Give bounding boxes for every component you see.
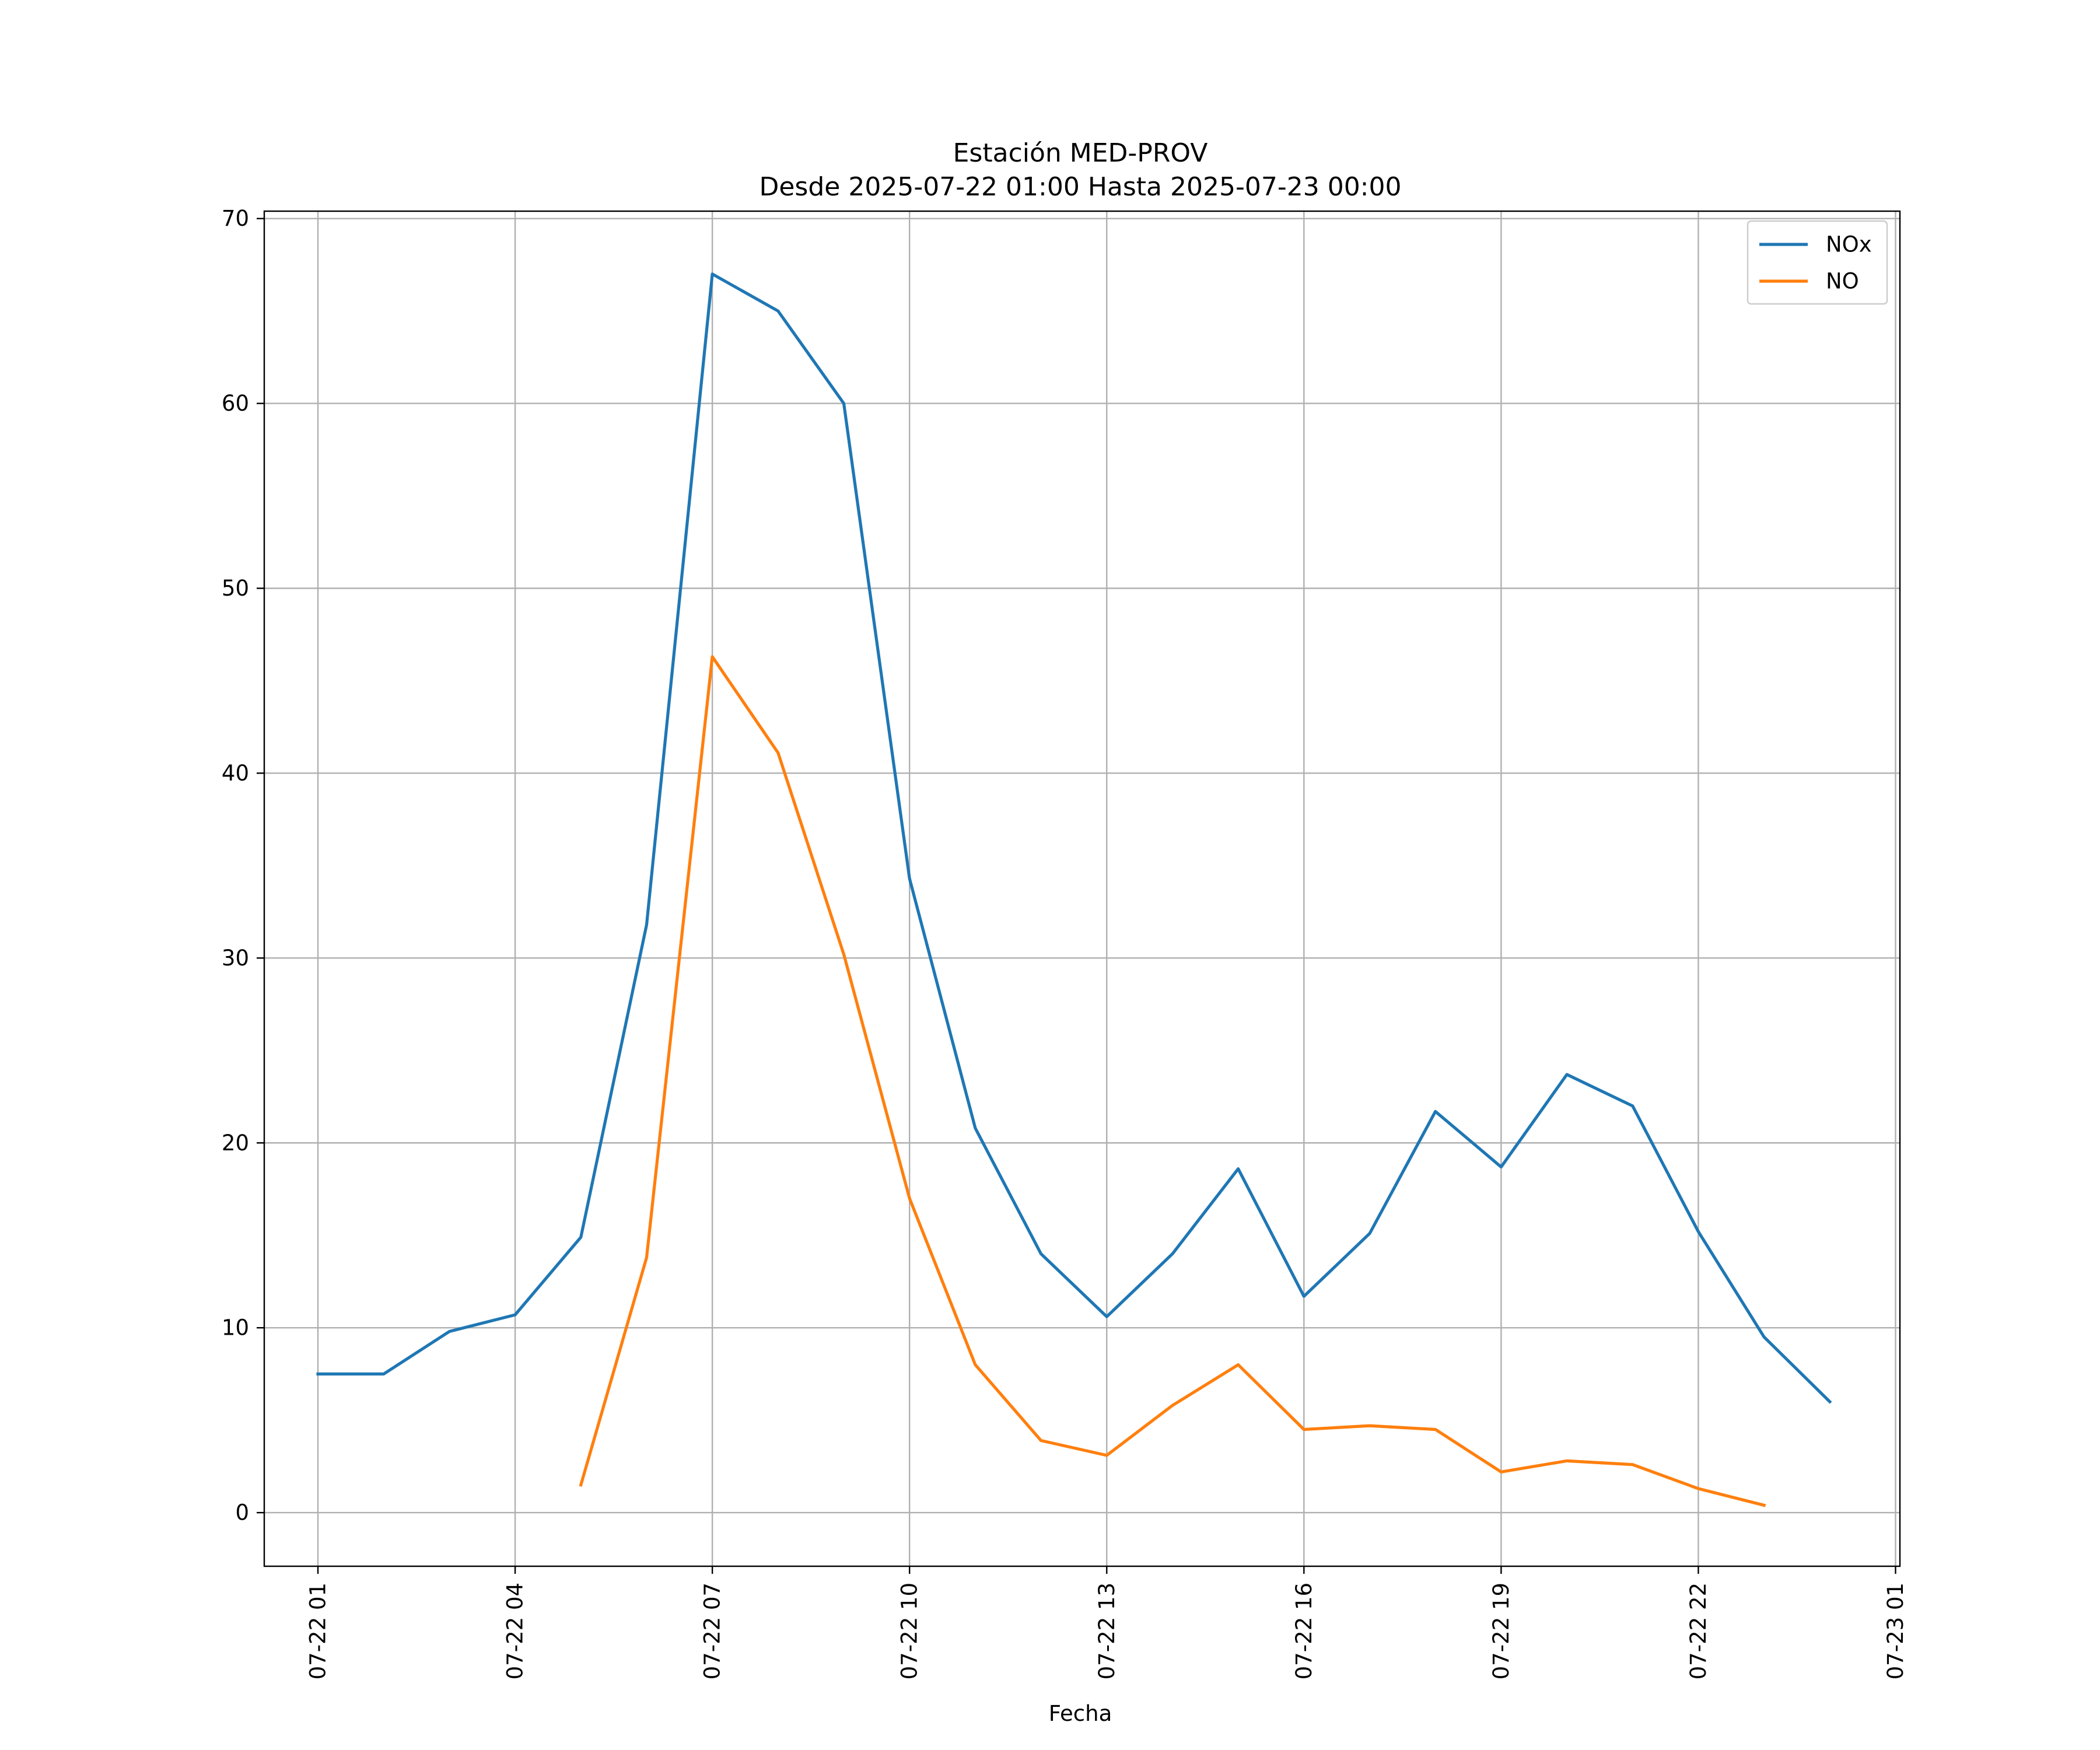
y-tick-label: 40 (222, 761, 249, 786)
x-tick-label: 07-22 01 (306, 1583, 331, 1679)
x-tick-label: 07-22 13 (1094, 1583, 1119, 1679)
x-tick-label: 07-22 19 (1489, 1583, 1514, 1679)
x-tick-label: 07-23 01 (1883, 1583, 1908, 1679)
y-tick-label: 10 (222, 1315, 249, 1340)
chart-subtitle: Desde 2025-07-22 01:00 Hasta 2025-07-23 … (759, 172, 1401, 202)
y-tick-label: 70 (222, 206, 249, 231)
legend-label-no: NO (1826, 269, 1859, 294)
series-no (579, 655, 1766, 1507)
x-tick-label: 07-22 22 (1686, 1583, 1711, 1679)
plot-frame (263, 210, 1901, 1567)
y-tick-label: 50 (222, 576, 249, 601)
y-axis: 0 10 20 30 40 50 60 70 (222, 206, 264, 1525)
y-tick-label: 20 (222, 1130, 249, 1156)
chart-title: Estación MED-PROV (953, 138, 1208, 168)
x-tick-label: 07-22 10 (897, 1583, 922, 1679)
y-tick-label: 60 (222, 391, 249, 416)
series-nox (316, 272, 1832, 1404)
legend-box (1746, 220, 1888, 305)
legend: NOx NO (1746, 220, 1888, 305)
plot-background (264, 211, 1900, 1566)
series-line-nox (316, 272, 1832, 1404)
plot-area (264, 211, 1900, 1566)
series-layer (316, 272, 1832, 1507)
grid-lines (264, 211, 1900, 1566)
x-tick-label: 07-22 16 (1292, 1583, 1317, 1679)
x-tick-label: 07-22 04 (503, 1583, 528, 1679)
y-tick-label: 0 (235, 1500, 249, 1525)
x-tick-label: 07-22 07 (700, 1583, 725, 1679)
x-axis-label: Fecha (1049, 1701, 1112, 1726)
legend-label-nox: NOx (1826, 232, 1872, 257)
y-tick-label: 30 (222, 946, 249, 971)
x-axis: 07-22 01 07-22 04 07-22 07 07-22 10 07-22 13… (306, 1566, 1908, 1679)
series-line-no (579, 655, 1766, 1507)
